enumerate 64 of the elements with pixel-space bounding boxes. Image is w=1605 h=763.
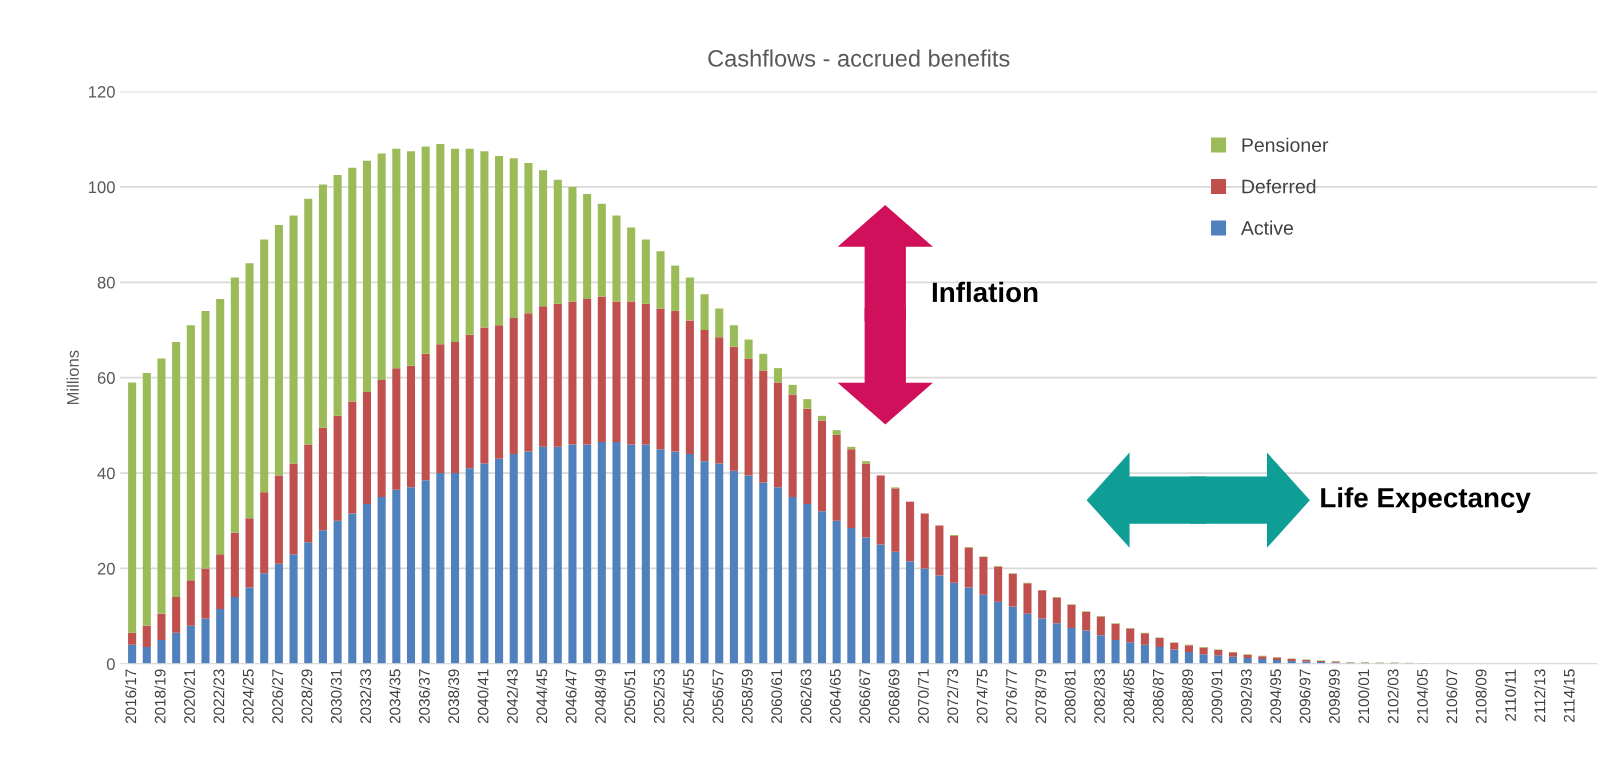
x-tick-label: 2094/95 <box>1269 669 1282 724</box>
legend-label: Active <box>1240 220 1293 235</box>
x-tick-label: 2024/25 <box>242 669 254 724</box>
x-tick-label: 2062/63 <box>800 669 812 724</box>
x-tick-label: 2076/77 <box>1005 669 1017 724</box>
x-tick-label: 2044/45 <box>535 669 548 724</box>
x-tick-label: 2110/11 <box>1504 669 1516 721</box>
x-tick-label: 2114/15 <box>1563 669 1575 722</box>
x-tick-label: 2074/75 <box>976 669 988 724</box>
legend-label: Deferred <box>1242 179 1316 194</box>
x-tick-label: 2016/17 <box>125 669 137 724</box>
annotation: Life Expectancy <box>1321 487 1531 514</box>
x-tick-label: 2040/41 <box>477 669 489 724</box>
x-tick-label: 2106/07 <box>1446 669 1458 724</box>
x-tick-label: 2022/23 <box>213 669 225 724</box>
x-tick-label: 2030/31 <box>330 669 342 724</box>
y-tick-label: 60 <box>97 372 115 384</box>
x-tick-label: 2072/73 <box>946 669 959 724</box>
x-tick-label: 2028/29 <box>301 669 313 724</box>
x-tick-label: 2082/83 <box>1093 669 1105 724</box>
x-tick-label: 2026/27 <box>271 669 283 724</box>
x-tick-label: 2064/65 <box>829 669 841 724</box>
chart-title: Cashflows - accrued benefits <box>708 49 1010 67</box>
legend-label: Pensioner <box>1242 137 1329 152</box>
y-tick-label: 80 <box>97 276 115 289</box>
x-tick-label: 2060/61 <box>770 669 783 724</box>
x-tick-label: 2048/49 <box>594 669 606 724</box>
x-tick-label: 2046/47 <box>565 669 577 724</box>
x-tick-label: 2088/89 <box>1181 669 1194 724</box>
x-tick-label: 2038/39 <box>447 669 460 724</box>
x-tick-label: 2042/43 <box>506 669 518 724</box>
x-tick-label: 2068/69 <box>888 669 900 724</box>
x-tick-label: 2032/33 <box>359 669 372 724</box>
x-tick-label: 2056/57 <box>712 669 724 724</box>
y-tick-label: 20 <box>97 562 115 575</box>
x-tick-label: 2090/91 <box>1211 669 1223 724</box>
x-tick-label: 2058/59 <box>741 669 753 724</box>
x-tick-label: 2092/93 <box>1240 669 1252 724</box>
x-tick-label: 2036/37 <box>418 669 430 724</box>
x-tick-label: 2034/35 <box>389 669 401 724</box>
x-tick-label: 2078/79 <box>1035 669 1047 724</box>
x-tick-label: 2054/55 <box>682 669 694 724</box>
x-tick-label: 2084/85 <box>1123 669 1135 724</box>
x-tick-label: 2018/19 <box>154 669 166 724</box>
y-tick-label: 120 <box>88 85 115 98</box>
x-tick-label: 2098/99 <box>1328 669 1340 724</box>
y-axis-title: Millions <box>66 350 79 405</box>
y-tick-label: 40 <box>97 467 115 480</box>
x-tick-label: 2066/67 <box>858 669 871 724</box>
x-tick-label: 2108/09 <box>1475 669 1487 724</box>
x-tick-label: 2020/21 <box>183 669 195 724</box>
x-tick-label: 2104/05 <box>1416 669 1428 724</box>
x-tick-label: 2080/81 <box>1064 669 1076 724</box>
y-tick-label: 100 <box>88 181 115 194</box>
x-tick-label: 2070/71 <box>917 669 929 724</box>
y-tick-label: 0 <box>106 658 115 671</box>
x-tick-label: 2052/53 <box>653 669 665 724</box>
x-tick-label: 2112/13 <box>1534 669 1546 722</box>
x-tick-label: 2102/03 <box>1387 669 1399 724</box>
x-tick-label: 2100/01 <box>1357 669 1370 724</box>
x-tick-label: 2050/51 <box>624 669 636 724</box>
annotation: Inflation <box>932 281 1038 303</box>
x-tick-label: 2086/87 <box>1152 669 1164 724</box>
x-tick-label: 2096/97 <box>1299 669 1311 724</box>
